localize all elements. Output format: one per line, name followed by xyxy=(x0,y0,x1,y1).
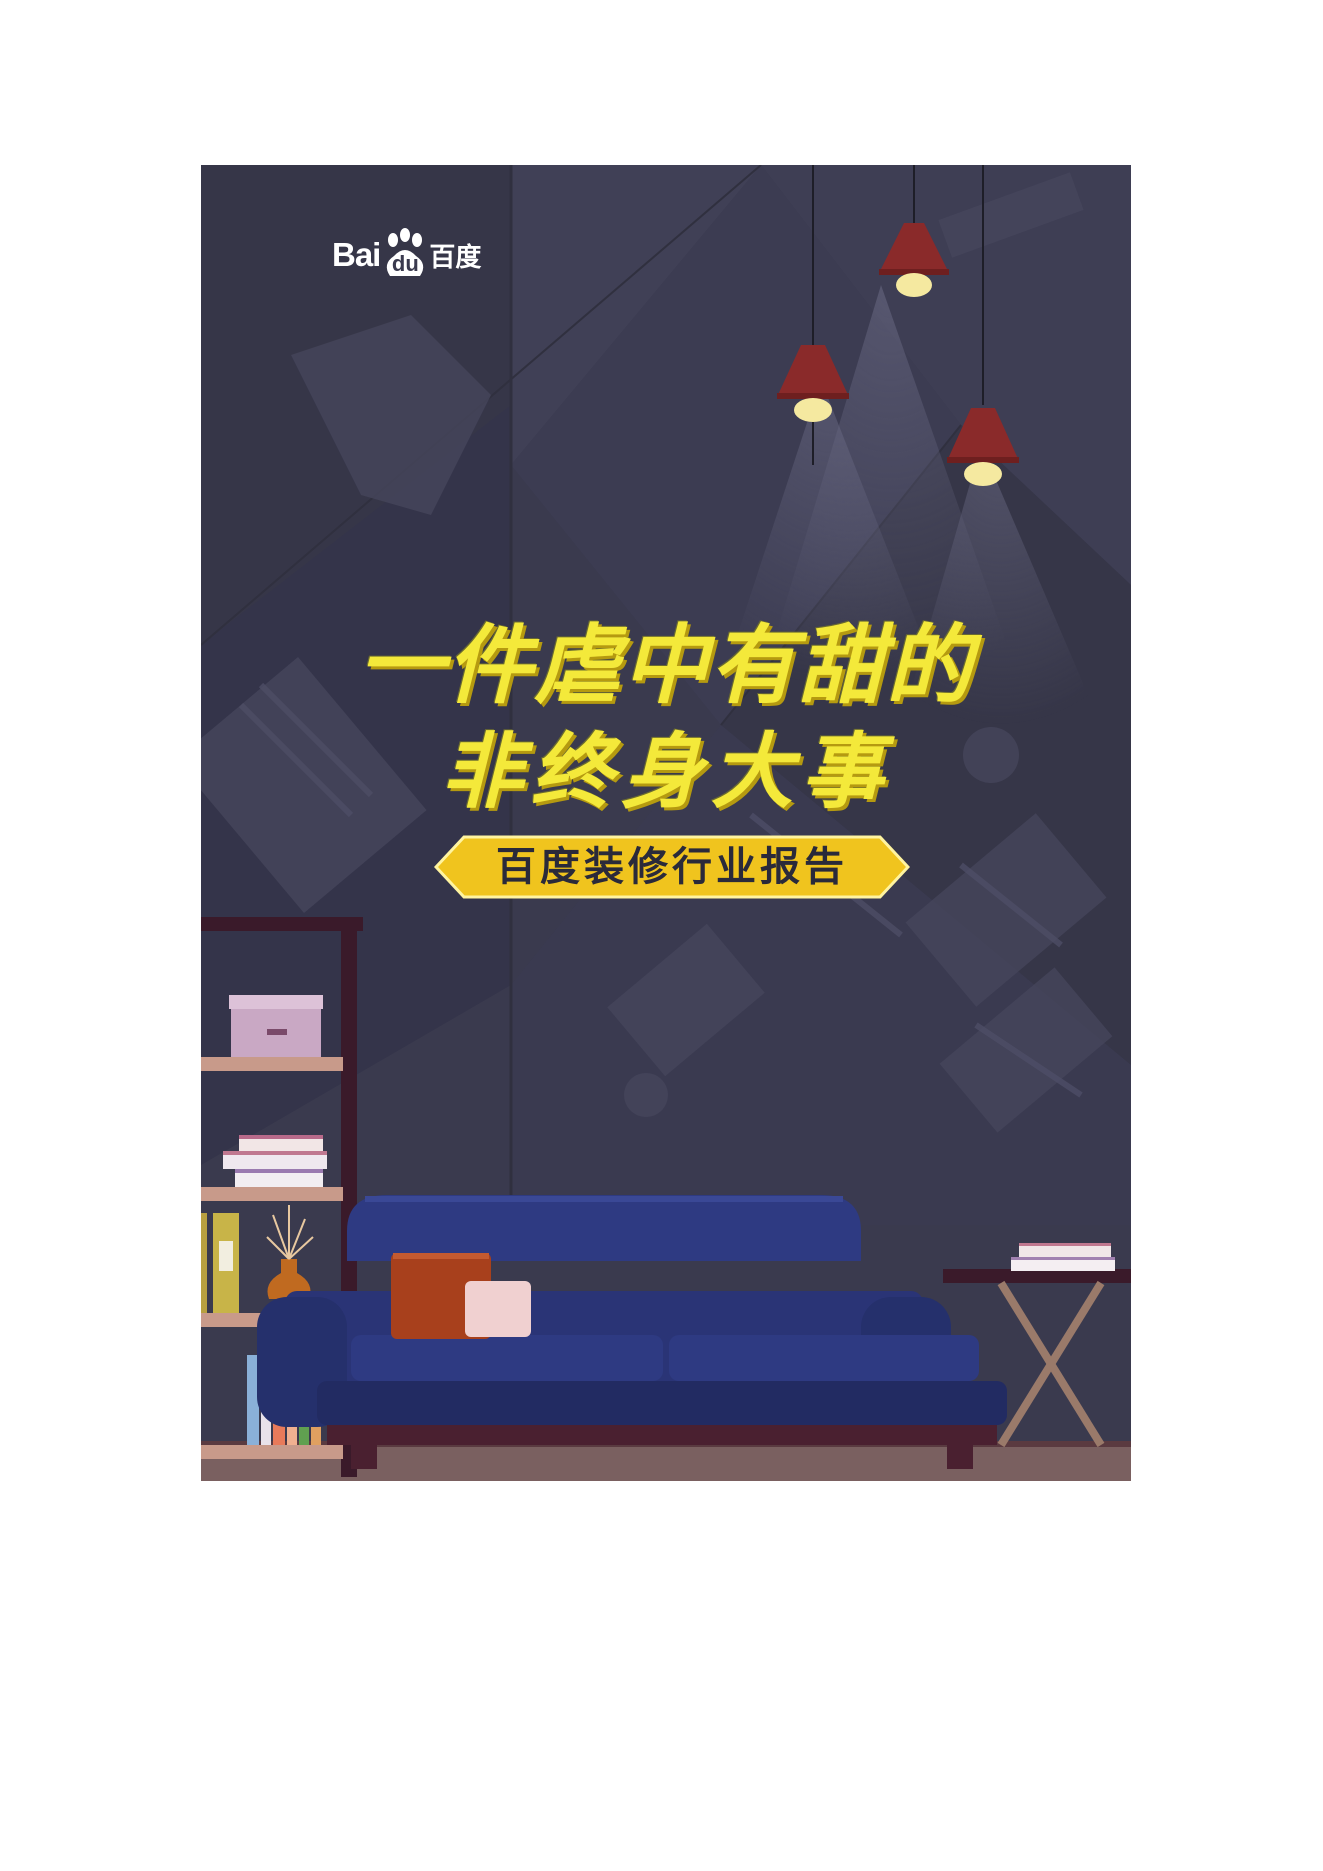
side-table-icon xyxy=(943,1243,1131,1448)
subtitle-banner: 百度装修行业报告 xyxy=(434,835,910,899)
subtitle-text: 百度装修行业报告 xyxy=(496,844,848,890)
cover: Bai du 百度 一件虐中有甜的 非终身大事 百度装修行业报告 xyxy=(201,165,1131,1481)
pendant-lamp-icon xyxy=(777,165,1019,486)
main-title-line2: 非终身大事 xyxy=(441,725,891,820)
main-title-line1: 一件虐中有甜的 xyxy=(358,616,974,716)
vase-icon xyxy=(266,1205,314,1299)
storage-box-icon xyxy=(229,995,323,1057)
logo-chinese: 百度 xyxy=(429,242,482,273)
baidu-logo: Bai du 百度 xyxy=(332,225,481,285)
logo-paw-text: du xyxy=(391,251,419,276)
sofa-icon xyxy=(257,1195,1007,1469)
logo-prefix: Bai xyxy=(332,236,381,273)
baidu-paw-icon: du xyxy=(382,228,428,282)
